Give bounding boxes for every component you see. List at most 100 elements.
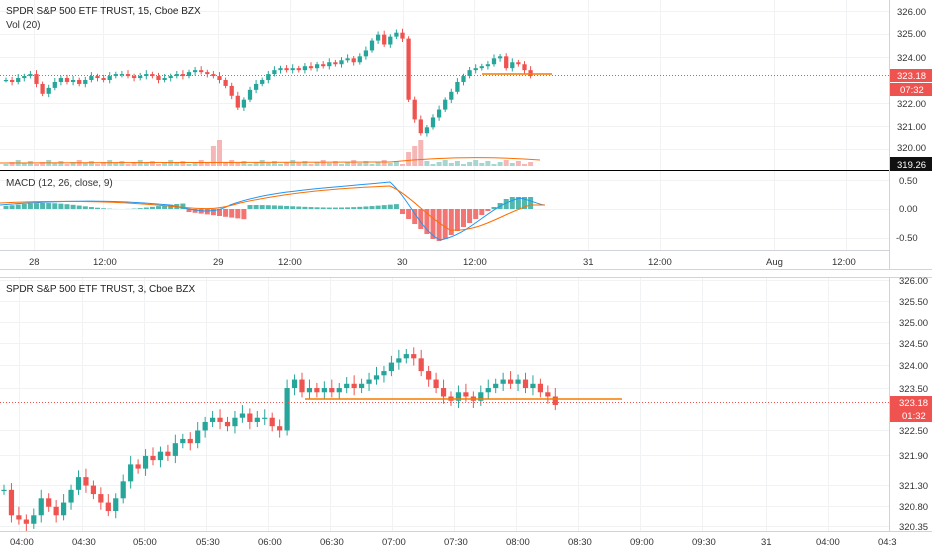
macd-histogram-bar (437, 209, 442, 241)
macd-histogram-bar (302, 207, 307, 209)
volume-bar (126, 164, 131, 166)
macd-axis[interactable]: 0.50 0.00 -0.50 (896, 176, 918, 244)
price-tick: 320.00 (897, 143, 926, 154)
candle-body (230, 86, 234, 96)
candle-body (76, 477, 81, 490)
candle-body (474, 68, 478, 70)
candle-body (441, 388, 446, 396)
macd-histogram-bar (278, 206, 283, 209)
candle-body (121, 481, 126, 498)
candle-body (352, 58, 356, 62)
price-tick: 321.00 (897, 122, 926, 133)
candle-body (329, 388, 334, 392)
candle-body (492, 58, 496, 64)
volume-bar (205, 163, 210, 166)
candle-body (150, 456, 155, 460)
macd-histogram-bar (52, 203, 57, 209)
candle-body (382, 35, 386, 45)
macd-tick: 0.50 (899, 176, 918, 187)
candle-body (71, 80, 75, 82)
time-tick: 07:30 (444, 537, 468, 548)
volume-bar (278, 164, 283, 166)
macd-histogram-bar (309, 207, 314, 209)
volume-bar (351, 160, 356, 166)
time-tick: 09:30 (692, 537, 716, 548)
volume-bar (272, 161, 277, 166)
volume-level-label: 319.26 (897, 160, 926, 171)
macd-histogram-bar (235, 209, 240, 218)
candle-body (345, 58, 349, 60)
candle-body (210, 418, 215, 422)
candle-body (169, 76, 173, 78)
macd-histogram-bar (83, 206, 88, 209)
macd-histogram-bar (321, 207, 326, 209)
bottom-chart-title[interactable]: SPDR S&P 500 ETF TRUST, 3, Cboe BZX (6, 284, 195, 295)
macd-histogram-bar (40, 203, 45, 209)
time-tick: 04:00 (816, 537, 840, 548)
candle-body (359, 384, 364, 388)
volume-bar (119, 161, 124, 166)
candle-body (173, 443, 178, 456)
macd-histogram-bar (156, 206, 161, 209)
bottom-time-axis[interactable]: 04:00 04:30 05:00 05:30 06:00 06:30 07:0… (10, 537, 897, 548)
price-tick: 324.00 (897, 53, 926, 64)
candle-body (333, 62, 337, 64)
macd-histogram-bar (254, 205, 259, 209)
volume-bar (418, 140, 423, 166)
volume-bar (83, 163, 88, 166)
volume-bar (260, 160, 265, 166)
candle-body (1, 490, 6, 491)
macd-legend[interactable]: MACD (12, 26, close, 9) (6, 178, 113, 189)
top-time-axis[interactable]: 28 12:00 29 12:00 30 12:00 31 12:00 Aug … (29, 257, 856, 268)
candle-body (406, 39, 410, 100)
macd-histogram-bar (229, 209, 234, 218)
candle-body (394, 33, 398, 37)
price-tick: 321.90 (899, 451, 928, 462)
macd-histogram-bar (95, 208, 100, 209)
candle-body (31, 515, 36, 523)
volume-bar (52, 163, 57, 166)
candle-body (132, 76, 136, 78)
time-tick: 12:00 (93, 257, 117, 268)
candle-body (431, 117, 435, 127)
macd-histogram-bar (461, 209, 466, 227)
candle-body (95, 76, 99, 78)
volume-bar (89, 161, 94, 166)
candle-body (162, 78, 166, 80)
price-tick: 322.50 (899, 426, 928, 437)
top-chart-title[interactable]: SPDR S&P 500 ETF TRUST, 15, Cboe BZX (6, 6, 201, 17)
time-tick: Aug (766, 257, 783, 268)
volume-bar (58, 161, 63, 166)
candle-body (143, 456, 148, 469)
candle-body (53, 82, 57, 88)
candle-body (248, 90, 252, 100)
candle-body (493, 384, 498, 388)
candle-body (217, 418, 222, 422)
volume-bar (370, 164, 375, 166)
volume-bar (479, 163, 484, 166)
macd-histogram-bar (290, 206, 295, 209)
candle-body (292, 380, 297, 388)
macd-histogram-bar (150, 207, 155, 209)
volume-legend[interactable]: Vol (20) (6, 20, 40, 31)
candle-body (138, 76, 142, 78)
candle-body (545, 392, 550, 396)
candle-body (83, 477, 88, 485)
volume-bar (187, 164, 192, 166)
candle-body (128, 464, 133, 481)
time-tick: 12:00 (278, 257, 302, 268)
macd-histogram-bar (16, 205, 21, 209)
volume-bar (229, 160, 234, 166)
volume-bar (174, 163, 179, 166)
macd-histogram-bar (28, 203, 33, 209)
macd-histogram-bar (205, 209, 210, 214)
candle-body (400, 33, 404, 39)
macd-histogram-bar (327, 208, 332, 209)
time-tick: 12:00 (832, 257, 856, 268)
macd-histogram-bar (400, 209, 405, 214)
candle-body (486, 64, 490, 66)
macd-histogram-bar (363, 206, 368, 209)
price-tick: 320.80 (899, 502, 928, 513)
